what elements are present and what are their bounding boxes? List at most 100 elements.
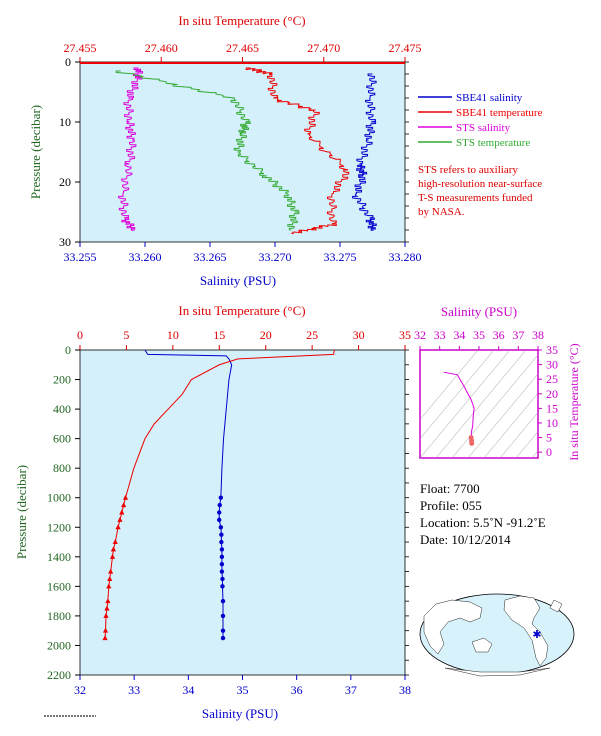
top-series-sbe41-temperature: [245, 67, 350, 235]
main-panel-ticks: 0 5 10 15 20 25 30 35 32 33 34 35 36 37 38 0 200 400 600 80…: [47, 328, 411, 697]
temperature-point: [107, 575, 113, 581]
top-pressure-axis-title: Pressure (decibar): [28, 105, 43, 199]
main-temp-tick-label: 5: [123, 328, 129, 342]
location-label: Location:: [420, 515, 470, 530]
main-sal-tick-label: 35: [237, 683, 249, 697]
salinity-point: [220, 635, 226, 641]
legend-label: STS salinity: [456, 122, 511, 134]
top-panel-background: [79, 61, 406, 243]
top-pres-tick-label: 30: [59, 235, 71, 249]
ts-salinity-axis-title: Salinity (PSU): [441, 304, 517, 319]
main-pres-tick-label: 200: [53, 373, 71, 387]
top-panel-lines: [115, 67, 377, 235]
temperature-point: [105, 598, 111, 604]
ts-density-contours: [420, 350, 538, 458]
location-row: Location: 5.5˚N -91.2˚E: [420, 514, 546, 531]
map-australia: [471, 637, 493, 653]
main-temp-tick-label: 0: [77, 328, 83, 342]
map-eurasia-africa: [423, 599, 483, 655]
top-pres-tick-label: 10: [59, 115, 71, 129]
salinity-point: [220, 598, 226, 604]
float-info: Float: 7700 Profile: 055 Location: 5.5˚N…: [420, 480, 546, 548]
float-label: Float:: [420, 481, 451, 496]
salinity-point: [220, 584, 225, 589]
top-temp-tick-label: 27.455: [64, 41, 97, 55]
salinity-point: [218, 525, 224, 530]
ts-panel-lines: [443, 371, 475, 446]
date-value: 10/12/2014: [451, 532, 511, 547]
main-pres-tick-label: 1000: [47, 491, 71, 505]
temperature-point: [108, 568, 114, 574]
main-sal-tick-label: 33: [128, 683, 140, 697]
temperature-point: [109, 553, 116, 559]
ts-sal-tick-label: 35: [473, 328, 485, 342]
main-sal-tick-label: 32: [74, 683, 86, 697]
main-pres-tick-label: 1800: [47, 609, 71, 623]
main-pres-tick-label: 1600: [47, 579, 71, 593]
note-line: STS refers to auxiliary: [418, 164, 518, 176]
salinity-point: [219, 569, 225, 574]
sts-note: STS refers to auxiliary high-resolution n…: [418, 164, 542, 218]
temperature-point: [112, 539, 118, 545]
ts-sal-tick-label: 38: [532, 328, 544, 342]
top-sal-tick-label: 33.280: [389, 250, 422, 264]
main-salinity-axis-title: Salinity (PSU): [202, 706, 278, 721]
temperature-point: [103, 612, 109, 618]
temperature-point: [104, 605, 110, 611]
ts-temp-tick-label: 30: [546, 358, 558, 372]
legend-label: SBE41 salinity: [456, 92, 523, 104]
salinity-point: [219, 539, 224, 545]
main-panel: 0 5 10 15 20 25 30 35 32 33 34 35 36 37 38 0 200 400 600 80…: [14, 303, 411, 721]
salinity-point: [218, 495, 224, 500]
date-row: Date: 10/12/2014: [420, 531, 546, 548]
legend-label: SBE41 temperature: [456, 107, 543, 119]
note-line: by NASA.: [418, 206, 465, 218]
main-pres-tick-label: 1200: [47, 520, 71, 534]
main-sal-tick-label: 36: [291, 683, 303, 697]
ts-sal-tick-label: 32: [414, 328, 426, 342]
top-pres-tick-label: 20: [59, 175, 71, 189]
ts-temp-tick-label: 15: [546, 401, 558, 415]
top-salinity-axis-title: Salinity (PSU): [200, 273, 276, 288]
salinity-point: [217, 510, 222, 515]
ts-temp-tick-label: 25: [546, 372, 558, 386]
note-line: T-S measurements funded: [418, 192, 533, 204]
main-pres-tick-label: 0: [65, 343, 71, 357]
top-sal-tick-label: 33.255: [64, 250, 97, 264]
float-value: 7700: [453, 481, 480, 496]
temperature-point: [117, 516, 123, 522]
ts-temperature-axis-title: In situ Temperature (°C): [567, 343, 581, 460]
ts-temp-tick-label: 10: [546, 416, 558, 430]
salinity-point: [220, 628, 226, 633]
main-sal-tick-label: 38: [399, 683, 411, 697]
density-isoline: [420, 350, 495, 440]
main-temp-tick-label: 25: [306, 328, 318, 342]
top-temp-tick-label: 27.465: [226, 41, 259, 55]
density-isoline: [420, 350, 479, 420]
density-isoline: [451, 354, 538, 458]
top-temperature-axis-title: In situ Temperature (°C): [178, 13, 305, 28]
location-value: 5.5˚N -91.2˚E: [473, 515, 546, 530]
density-isoline: [499, 412, 538, 458]
main-sal-tick-label: 34: [182, 683, 194, 697]
main-panel-lines: [102, 349, 335, 641]
top-temp-tick-label: 27.475: [389, 41, 422, 55]
main-temp-tick-label: 35: [399, 328, 411, 342]
ts-temp-tick-label: 20: [546, 387, 558, 401]
main-temp-tick-label: 20: [260, 328, 272, 342]
map-greenland: [549, 599, 563, 613]
top-sal-tick-label: 33.265: [194, 250, 227, 264]
ts-temp-tick-label: 35: [546, 343, 558, 357]
density-isoline: [515, 431, 538, 458]
ts-point: [469, 440, 475, 446]
density-isoline: [420, 350, 511, 458]
ts-temp-tick-label: 0: [546, 445, 552, 459]
main-panel-background: [79, 349, 406, 676]
top-temp-tick-label: 27.460: [145, 41, 178, 55]
profile-label: Profile:: [420, 498, 459, 513]
main-pres-tick-label: 400: [53, 402, 71, 416]
density-isoline: [467, 373, 538, 458]
main-temperature-axis-title: In situ Temperature (°C): [178, 303, 305, 318]
main-pres-tick-label: 2200: [47, 668, 71, 682]
